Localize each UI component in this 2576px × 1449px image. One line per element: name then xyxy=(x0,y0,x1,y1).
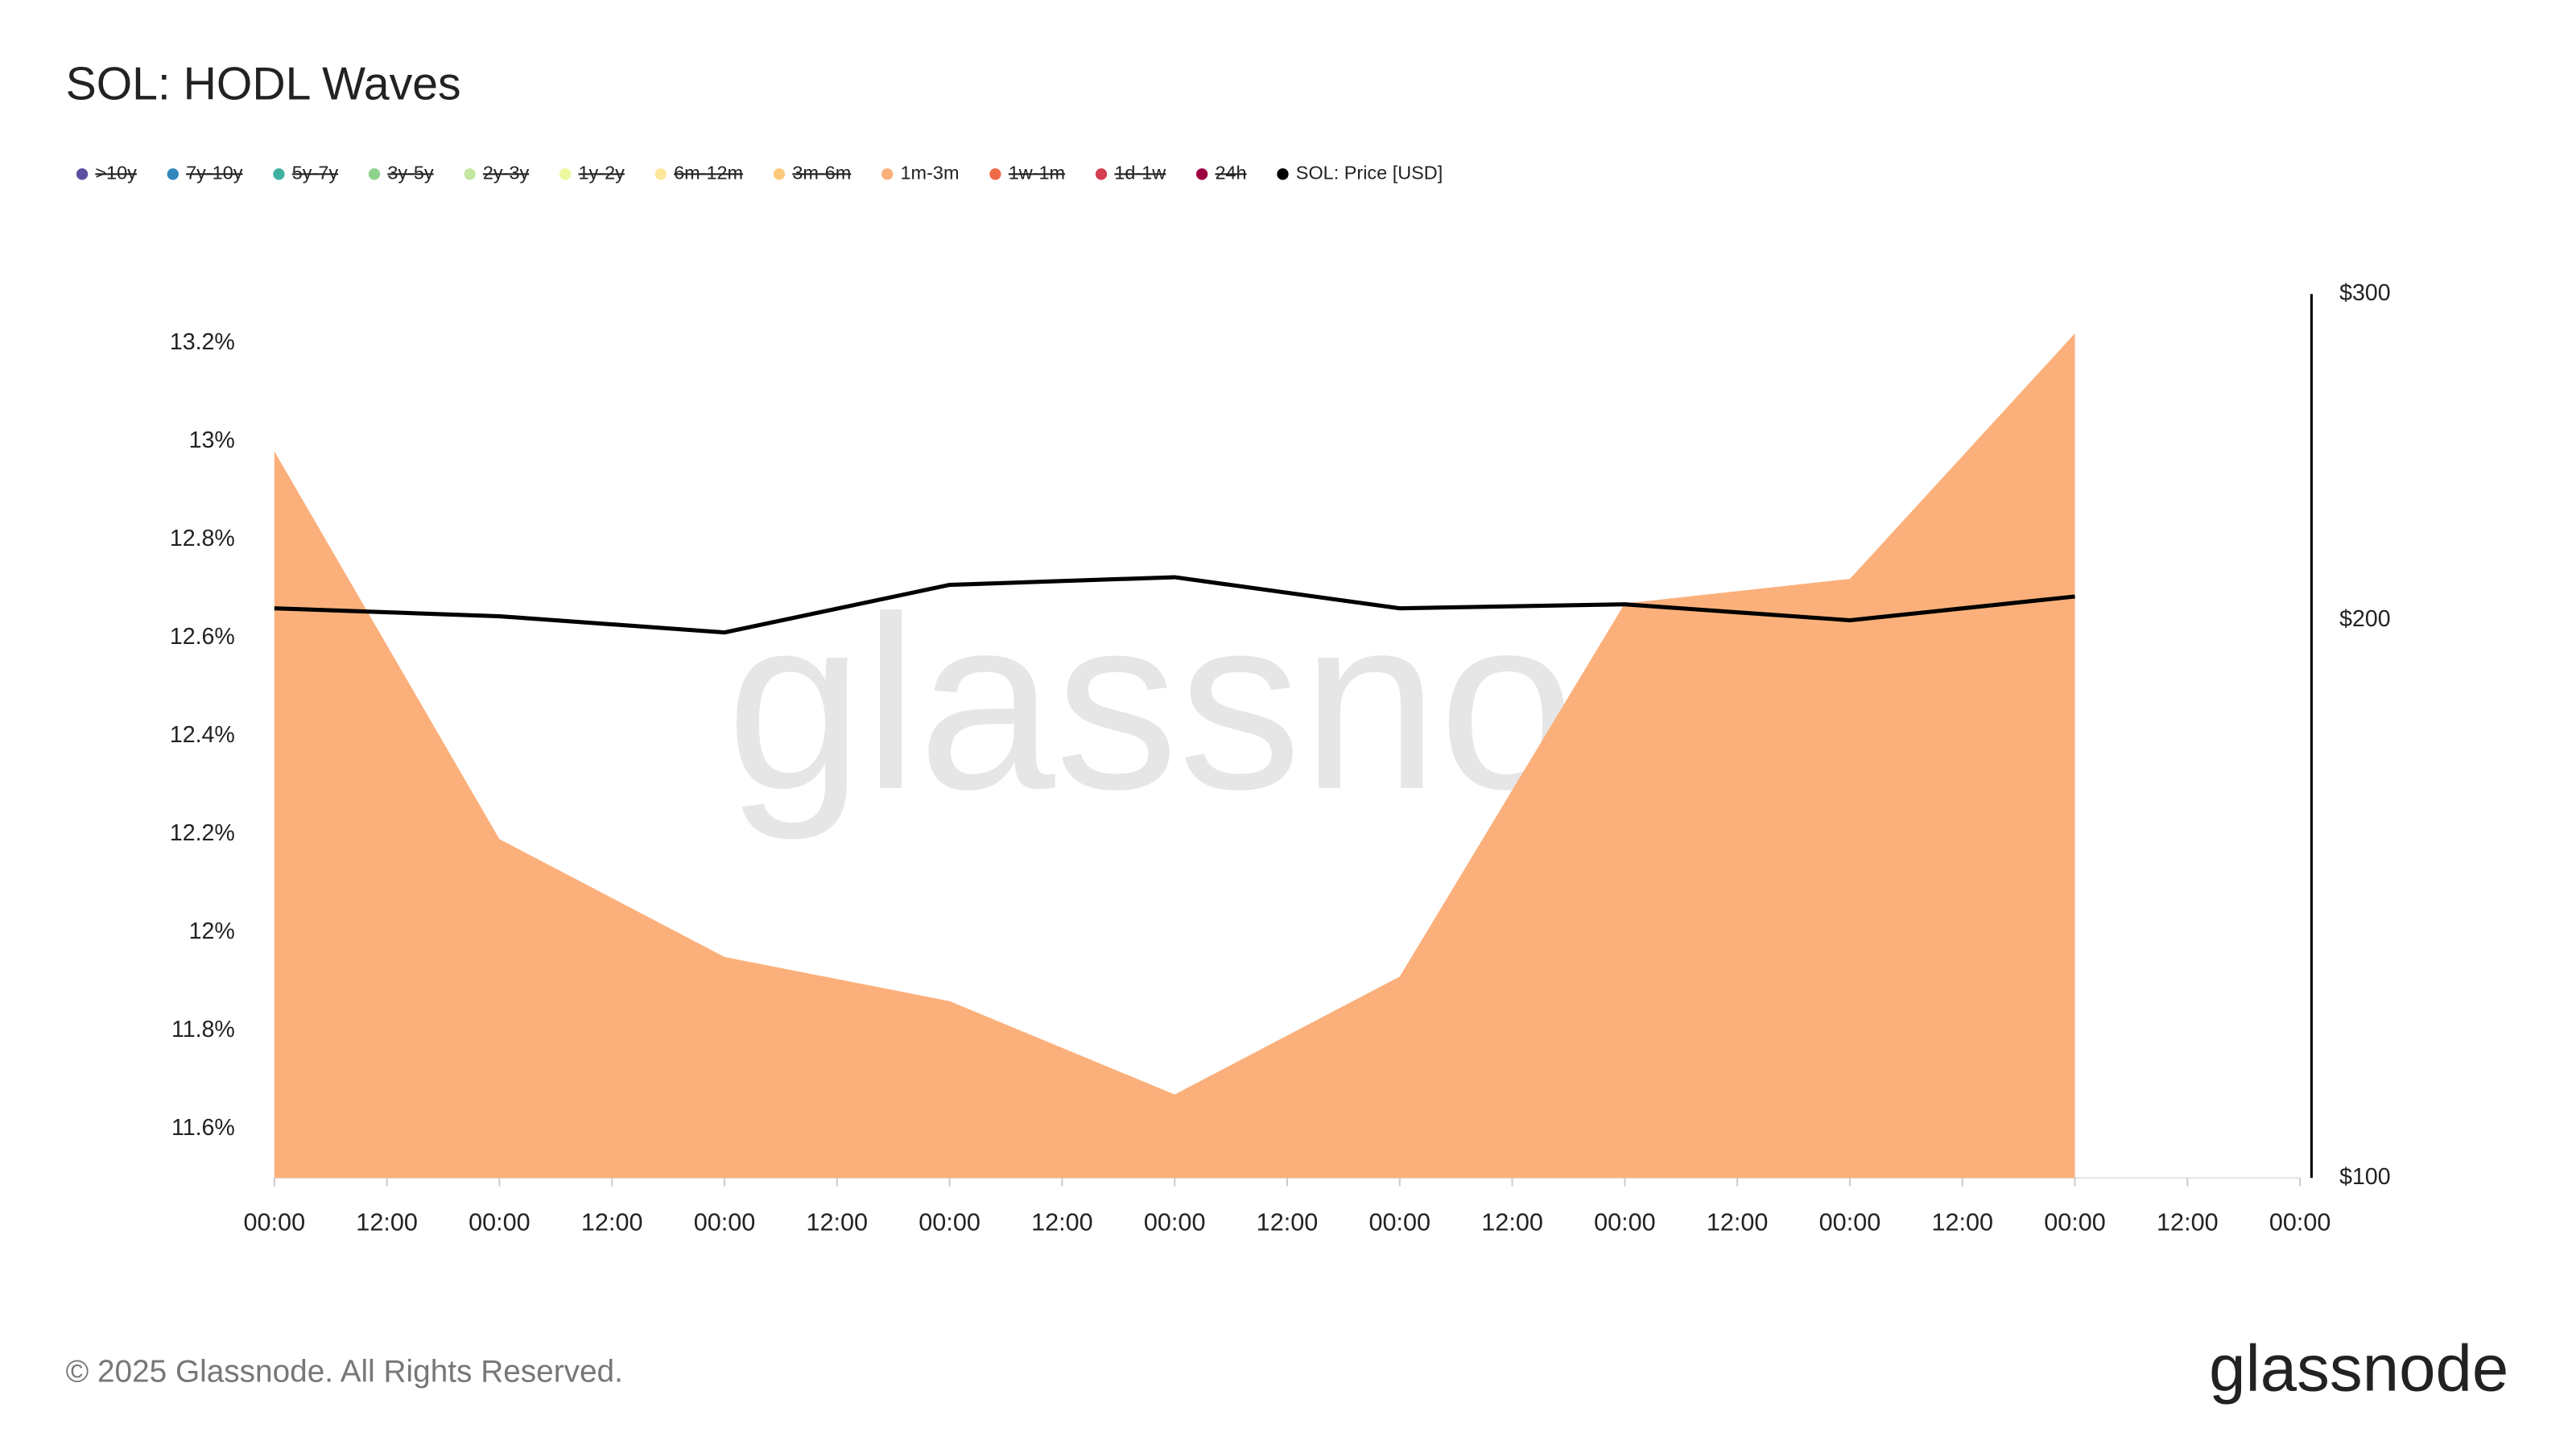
legend-marker xyxy=(773,168,786,180)
y-tick-label: 13% xyxy=(189,427,235,453)
x-tick-label: 00:00 xyxy=(2269,1209,2331,1236)
y-tick-label: 12% xyxy=(189,919,235,944)
legend-label[interactable]: SOL: Price [USD] xyxy=(1296,163,1443,184)
x-tick-label: 12:00 xyxy=(1931,1209,1993,1236)
x-tick-label: 00:00 xyxy=(2044,1209,2106,1236)
y2-tick-label: $200 xyxy=(2339,606,2391,632)
legend-marker xyxy=(368,168,381,180)
legend-marker xyxy=(1195,168,1208,180)
legend-label[interactable]: 1m-3m xyxy=(901,163,960,184)
legend-label[interactable]: 24h xyxy=(1215,163,1246,184)
legend-marker xyxy=(1277,168,1289,180)
copyright: © 2025 Glassnode. All Rights Reserved. xyxy=(66,1354,623,1389)
legend-marker xyxy=(1095,168,1108,180)
y-tick-label: 12.2% xyxy=(170,820,235,846)
legend-marker xyxy=(76,168,89,180)
logo: glassnode xyxy=(2209,1332,2508,1406)
y2-tick-label: $100 xyxy=(2339,1164,2391,1190)
line xyxy=(274,575,2075,635)
legend-label[interactable]: 3m-6m xyxy=(792,163,851,184)
x-tick-label: 00:00 xyxy=(1594,1209,1656,1236)
x-tick-label: 12:00 xyxy=(1481,1209,1543,1236)
legend-marker xyxy=(273,168,285,180)
x-tick-label: 12:00 xyxy=(1707,1209,1769,1236)
y-tick-label: 12.4% xyxy=(170,722,235,748)
x-tick-label: 00:00 xyxy=(244,1209,306,1236)
x-tick-label: 00:00 xyxy=(1819,1209,1881,1236)
legend-label[interactable]: 3y-5y xyxy=(387,163,434,184)
y-tick-label: 11.8% xyxy=(171,1017,235,1042)
legend-marker xyxy=(881,168,894,180)
legend-label[interactable]: 1w-1m xyxy=(1009,163,1065,184)
area xyxy=(274,333,2075,1179)
x-tick-label: 12:00 xyxy=(1257,1209,1319,1236)
legend-label[interactable]: 6m-12m xyxy=(674,163,743,184)
legend-label[interactable]: 2y-3y xyxy=(483,163,530,184)
x-tick-label: 00:00 xyxy=(469,1209,530,1236)
legend-label[interactable]: >10y xyxy=(95,163,137,184)
x-tick-label: 00:00 xyxy=(1368,1209,1430,1236)
y-tick-label: 12.6% xyxy=(170,624,235,650)
legend-marker xyxy=(654,168,667,180)
legend-label[interactable]: 7y-10y xyxy=(186,163,243,184)
x-tick-label: 00:00 xyxy=(919,1209,980,1236)
x-tick-label: 00:00 xyxy=(694,1209,756,1236)
x-tick-label: 12:00 xyxy=(2157,1209,2219,1236)
legend-label[interactable]: 1y-2y xyxy=(578,163,625,184)
chart-title: SOL: HODL Waves xyxy=(66,58,461,109)
legend-marker xyxy=(464,168,476,180)
y-tick-label: 12.8% xyxy=(170,526,235,551)
x-tick-label: 00:00 xyxy=(1144,1209,1206,1236)
y-tick-label: 13.2% xyxy=(170,329,235,355)
y2-tick-label: $300 xyxy=(2339,280,2391,306)
x-tick-label: 12:00 xyxy=(581,1209,643,1236)
legend-marker xyxy=(989,168,1001,180)
x-tick-label: 12:00 xyxy=(806,1209,868,1236)
y-tick-label: 11.6% xyxy=(171,1115,235,1141)
legend-marker xyxy=(167,168,179,180)
legend-label[interactable]: 5y-7y xyxy=(292,163,339,184)
legend-marker xyxy=(559,168,572,180)
legend-label[interactable]: 1d-1w xyxy=(1114,163,1166,184)
x-tick-label: 12:00 xyxy=(356,1209,418,1236)
x-tick-label: 12:00 xyxy=(1031,1209,1093,1236)
